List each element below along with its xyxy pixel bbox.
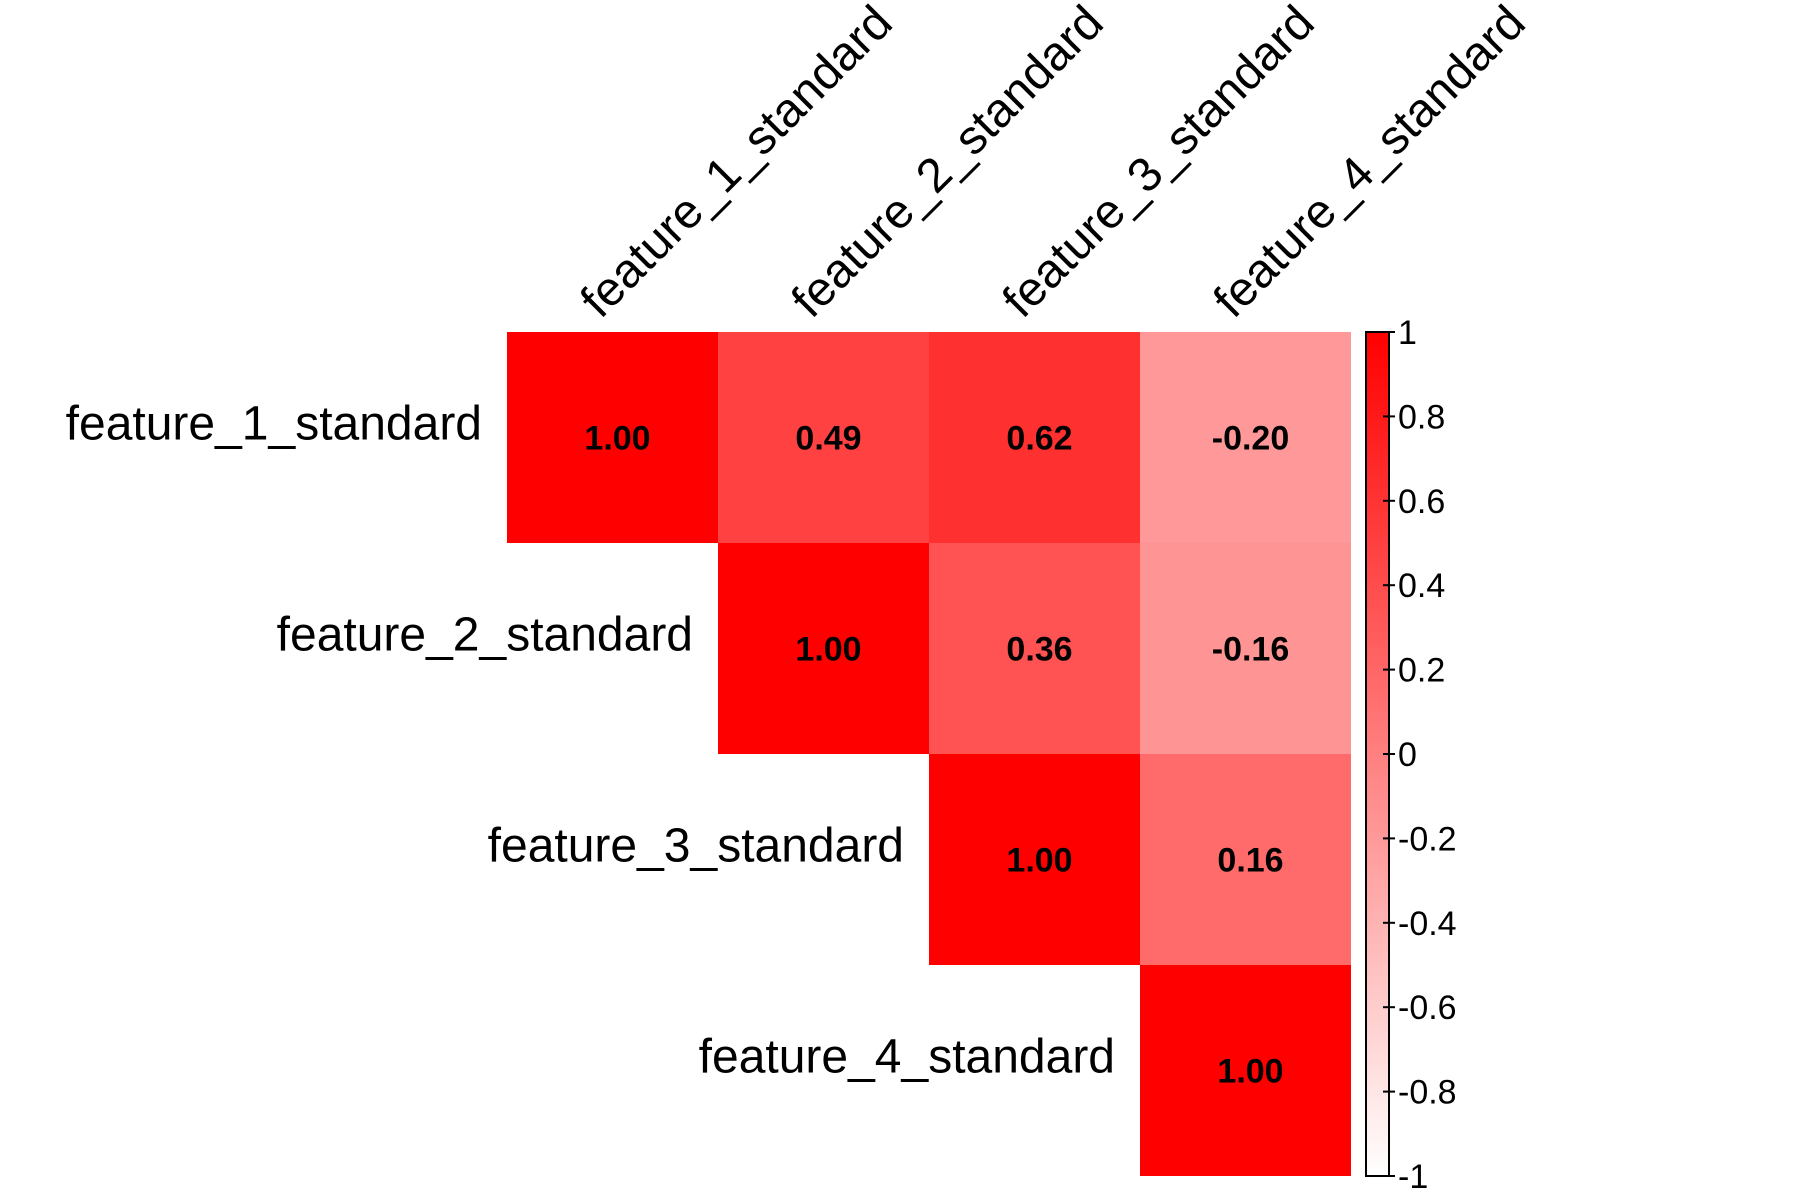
colorbar-tick-label-3: 0.6 — [1398, 483, 1445, 521]
y-tick-label-3: feature_3_standard — [488, 820, 904, 873]
colorbar-tick-label-9: -0.6 — [1398, 989, 1457, 1027]
cell-value-r2-c4: -0.16 — [1212, 631, 1290, 669]
heatmap-cells — [507, 332, 1351, 1176]
colorbar-tick-label-8: -0.4 — [1398, 905, 1457, 943]
cell-value-r1-c4: -0.20 — [1212, 420, 1290, 458]
heatmap-cell-r3-c3 — [929, 754, 1140, 965]
colorbar-tick-label-10: -0.8 — [1398, 1074, 1457, 1112]
y-tick-label-1: feature_1_standard — [66, 398, 482, 451]
colorbar-tick-label-2: 0.8 — [1398, 398, 1445, 436]
colorbar-tick-label-11: -1 — [1398, 1158, 1428, 1196]
cell-value-r4-c4: 1.00 — [1217, 1053, 1283, 1091]
cell-value-r3-c4: 0.16 — [1217, 842, 1283, 880]
colorbar-tick-label-6: 0 — [1398, 736, 1417, 774]
heatmap-cell-r1-c1 — [507, 332, 718, 543]
cell-value-r2-c2: 1.00 — [795, 631, 861, 669]
cell-value-r2-c3: 0.36 — [1006, 631, 1072, 669]
colorbar: 1 0.8 0.6 0.4 0.2 0 -0.2 -0.4 -0.6 -0.8 -1 — [1365, 314, 1457, 1196]
heatmap-cell-r1-c3 — [929, 332, 1140, 543]
heatmap-cell-labels: 1.00 0.49 0.62 -0.20 1.00 0.36 -0.16 1.00 0.16 1.… — [584, 420, 1289, 1091]
colorbar-tick-label-7: -0.2 — [1398, 820, 1457, 858]
y-axis-tick-labels: feature_1_standard feature_2_standardfeat… — [66, 398, 1115, 1084]
colorbar-tick-label-1: 1 — [1398, 314, 1417, 352]
cell-value-r3-c3: 1.00 — [1006, 842, 1072, 880]
colorbar-tick-label-5: 0.2 — [1398, 652, 1445, 690]
x-axis-tick-labels: feature_1_standardfeature_2_standardfeat… — [571, 0, 1536, 328]
heatmap-cell-r1-c2 — [718, 332, 929, 543]
y-tick-label-2: feature_2_standard — [277, 609, 693, 662]
colorbar-ticks: 1 0.8 0.6 0.4 0.2 0 -0.2 -0.4 -0.6 -0.8 -1 — [1383, 314, 1457, 1196]
cell-value-r1-c2: 0.49 — [795, 420, 861, 458]
heatmap-cell-r2-c3 — [929, 543, 1140, 754]
heatmap-cell-r3-c4 — [1140, 754, 1351, 965]
heatmap-cell-r1-c4 — [1140, 332, 1351, 543]
heatmap-cell-r4-c4 — [1140, 965, 1351, 1176]
colorbar-tick-label-4: 0.4 — [1398, 567, 1445, 605]
y-tick-label-4: feature_4_standard — [699, 1031, 1115, 1084]
heatmap-cell-r2-c4 — [1140, 543, 1351, 754]
heatmap-cell-r2-c2 — [718, 543, 929, 754]
cell-value-r1-c1: 1.00 — [584, 420, 650, 458]
cell-value-r1-c3: 0.62 — [1006, 420, 1072, 458]
